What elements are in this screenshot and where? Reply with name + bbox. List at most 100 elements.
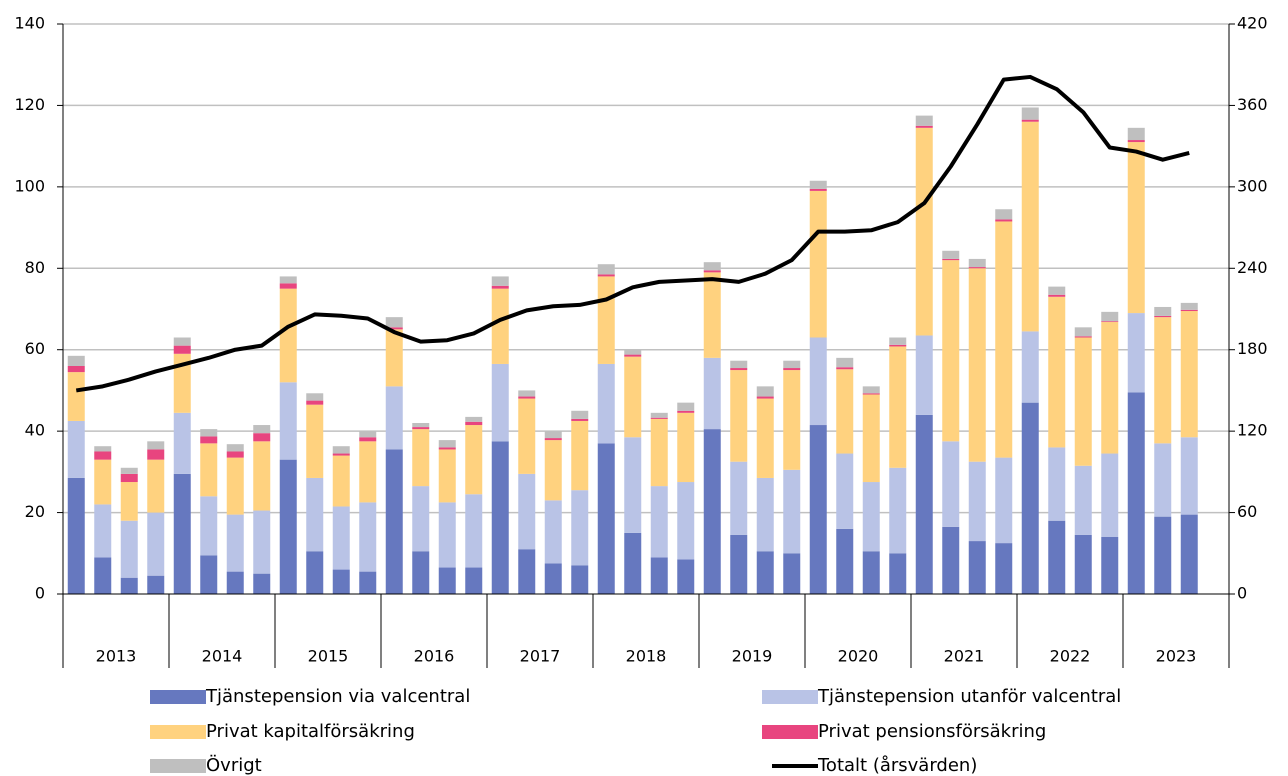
bar-segment (1074, 327, 1092, 337)
bar-segment (465, 416, 483, 422)
line-series (75, 74, 1190, 393)
bar-segment (412, 423, 430, 428)
bar-segment (544, 440, 562, 501)
bar-segment (465, 425, 483, 495)
bar-segment (200, 443, 218, 497)
bar-segment (862, 551, 880, 594)
bar-segment (942, 260, 960, 442)
bar-segment (438, 447, 456, 450)
bar-segment (173, 337, 191, 346)
legend-label: Privat pensionsförsäkring (818, 721, 1046, 742)
bar-segment (306, 400, 324, 405)
bar-segment (359, 437, 377, 442)
bar-segment (279, 288, 297, 383)
legend-swatch (762, 725, 818, 739)
bar-segment (438, 440, 456, 448)
bar-segment (253, 441, 271, 511)
bar-segment (491, 285, 509, 289)
y-tick-label: 80 (25, 258, 45, 277)
bar-segment (703, 272, 721, 358)
bar-segment (915, 125, 933, 128)
bar-segment (889, 337, 907, 345)
legend-label: Övrigt (206, 754, 262, 776)
bar-segment (624, 437, 642, 533)
bar-segment (783, 360, 801, 369)
bar-segment (730, 534, 748, 594)
bar-segment (889, 553, 907, 594)
bar-segment (809, 425, 827, 594)
bar-segment (836, 453, 854, 529)
bar-segment (518, 549, 536, 594)
bar-segment (862, 394, 880, 483)
bar-segment (226, 514, 244, 572)
bar-segment (1048, 296, 1066, 448)
bar-segment (942, 250, 960, 259)
bar-segment (968, 267, 986, 269)
bar-segment (571, 420, 589, 491)
x-group-label: 2013 (96, 647, 137, 666)
bar-segment (597, 276, 615, 364)
bar-segment (491, 288, 509, 364)
bar-segment (518, 473, 536, 550)
bar-segment (173, 412, 191, 474)
bar-segment (1154, 306, 1172, 316)
bar-segment (385, 317, 403, 328)
bar-segment (995, 543, 1013, 594)
bar-segment (677, 482, 695, 560)
bar-segment (67, 372, 85, 421)
bar-segment (173, 473, 191, 594)
bar-segment (624, 349, 642, 355)
bar-segment (1127, 140, 1145, 143)
bar-segment (597, 274, 615, 277)
legend-swatch (150, 725, 206, 739)
y2-tick-label: 120 (1237, 421, 1268, 440)
bar-segment (1074, 534, 1092, 594)
y-tick-label: 20 (25, 502, 45, 521)
bar-segment (200, 429, 218, 437)
bar-segment (703, 429, 721, 594)
bar-segment (253, 433, 271, 442)
bar-segment (677, 559, 695, 594)
bar-segment (809, 337, 827, 426)
y2-tick-label: 240 (1237, 258, 1268, 277)
bar-segment (253, 510, 271, 574)
bar-segment (120, 520, 138, 578)
bar-segment (412, 486, 430, 552)
bar-segment (147, 441, 165, 450)
bar-segment (968, 258, 986, 268)
bar-segment (1154, 516, 1172, 594)
bar-segment (94, 504, 112, 558)
bar-segment (306, 404, 324, 478)
bar-segment (147, 575, 165, 594)
bar-segment (862, 386, 880, 394)
bar-segment (783, 368, 801, 371)
bar-segment (465, 494, 483, 568)
bar-segment (147, 459, 165, 513)
legend-label: Tjänstepension via valcentral (205, 686, 470, 707)
bar-segment (1074, 465, 1092, 535)
bar-segment (677, 402, 695, 411)
bar-segment (518, 398, 536, 474)
bar-segment (226, 444, 244, 452)
bar-segment (385, 327, 403, 330)
x-group-label: 2021 (944, 647, 985, 666)
bar-segment (173, 345, 191, 354)
bar-segment (332, 455, 350, 507)
bar-segment (200, 436, 218, 444)
bar-segment (1154, 443, 1172, 517)
bar-segment (783, 469, 801, 554)
bar-segment (94, 557, 112, 594)
bar-segment (1074, 337, 1092, 466)
bar-segment (385, 386, 403, 450)
bar-segment (332, 453, 350, 456)
bar-segment (544, 500, 562, 564)
bar-segment (1180, 311, 1198, 438)
bar-segment (942, 258, 960, 261)
bar-segment (67, 366, 85, 373)
bar-segment (597, 443, 615, 594)
x-group-label: 2019 (732, 647, 773, 666)
bar-segment (544, 563, 562, 594)
bar-segment (226, 571, 244, 594)
bar-segment (650, 412, 668, 418)
bar-segment (147, 512, 165, 576)
